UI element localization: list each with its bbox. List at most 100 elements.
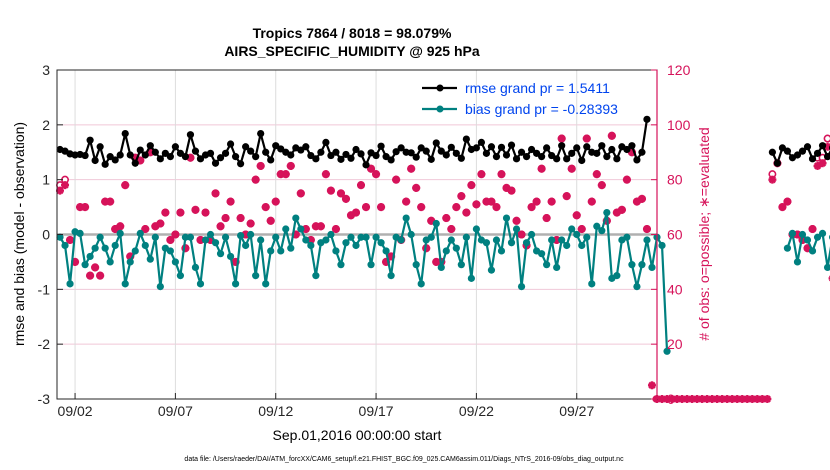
bias-point <box>452 244 460 252</box>
rmse-point <box>803 143 812 151</box>
rmse-point <box>578 156 586 165</box>
bias-point <box>387 272 395 280</box>
bias-point <box>136 229 144 238</box>
obs-evaluated-point <box>417 203 426 212</box>
bias-point <box>347 233 355 241</box>
obs-evaluated-point <box>121 181 130 190</box>
bias-point <box>297 225 305 233</box>
x-tick-label: 09/22 <box>459 403 494 419</box>
bias-point <box>121 280 129 288</box>
obs-evaluated-point <box>808 225 817 234</box>
bias-point <box>126 258 134 266</box>
obs-evaluated-point <box>301 225 310 234</box>
rmse-point <box>136 146 144 154</box>
rmse-point <box>377 142 385 150</box>
bias-point <box>437 263 445 271</box>
obs-evaluated-point <box>783 197 792 206</box>
rmse-point <box>226 140 235 148</box>
rmse-point <box>497 143 506 151</box>
obs-evaluated-point <box>362 203 371 212</box>
bias-point <box>813 233 822 241</box>
bias-point <box>221 233 230 241</box>
left-tick-label: -1 <box>38 281 51 297</box>
rmse-point <box>357 150 365 158</box>
rmse-point <box>432 139 440 147</box>
left-tick-label: -2 <box>38 336 51 352</box>
rmse-point <box>773 159 782 167</box>
bias-point <box>377 239 385 247</box>
obs-evaluated-point <box>186 153 195 162</box>
bias-point <box>447 236 455 244</box>
obs-evaluated-point <box>492 203 501 212</box>
legend-rmse-label: rmse grand pr = 1.5411 <box>465 80 610 96</box>
data-file-footer: data file: /Users/raeder/DAI/ATM_forcXX/… <box>184 456 624 463</box>
bias-point <box>548 236 556 244</box>
obs-evaluated-point <box>341 194 350 203</box>
bias-point <box>302 236 310 244</box>
rmse-line <box>59 119 649 166</box>
left-tick-label: 0 <box>42 227 50 243</box>
bias-point <box>146 255 154 263</box>
rmse-point <box>477 138 486 146</box>
obs-evaluated-point <box>116 222 125 231</box>
obs-evaluated-point <box>497 170 506 179</box>
rmse-point <box>457 154 465 162</box>
bias-point <box>252 272 260 280</box>
obs-evaluated-point <box>191 205 200 214</box>
rmse-point <box>166 153 174 161</box>
rmse-point <box>171 143 179 151</box>
rmse-point <box>257 130 265 138</box>
rmse-point <box>608 145 616 154</box>
bias-point <box>186 233 195 241</box>
rmse-point <box>808 155 817 163</box>
bias-point <box>206 230 215 239</box>
obs-evaluated-point <box>236 214 245 223</box>
rmse-point <box>247 147 255 155</box>
obs-evaluated-point <box>351 208 360 217</box>
rmse-point <box>302 143 310 151</box>
rmse-point <box>452 149 460 157</box>
rmse-point <box>628 142 636 150</box>
rmse-point <box>347 154 355 162</box>
rmse-point <box>267 156 275 164</box>
obs-evaluated-point <box>211 189 220 198</box>
bias-point <box>502 214 511 222</box>
rmse-point <box>191 147 200 155</box>
bias-point <box>81 261 89 269</box>
rmse-point <box>126 151 134 159</box>
bias-point <box>583 233 591 241</box>
bias-point <box>312 272 320 280</box>
rmse-point <box>237 160 245 168</box>
rmse-point <box>527 145 536 154</box>
bias-point <box>492 236 501 244</box>
obs-evaluated-point <box>141 225 150 234</box>
right-tick-label: 0 <box>667 391 675 407</box>
bias-point <box>166 247 174 255</box>
rmse-point <box>141 151 149 159</box>
rmse-point <box>447 143 455 151</box>
bias-point <box>282 225 290 233</box>
bias-point <box>598 227 606 235</box>
bias-point <box>427 233 435 241</box>
x-tick-label: 09/12 <box>258 403 293 419</box>
obs-evaluated-point <box>326 186 335 195</box>
bias-point <box>462 233 470 241</box>
rmse-point <box>568 149 576 157</box>
x-tick-label: 09/27 <box>559 403 594 419</box>
bias-point <box>497 247 506 255</box>
legend: rmse grand pr = 1.5411 bias grand pr = -… <box>422 80 618 117</box>
bias-point <box>216 250 225 258</box>
bias-point <box>267 247 275 255</box>
bias-point <box>603 208 611 217</box>
rmse-point <box>482 149 491 157</box>
rmse-point <box>783 147 792 155</box>
obs-evaluated-point <box>527 203 536 212</box>
bias-point <box>101 244 109 252</box>
bias-point <box>327 230 335 239</box>
obs-evaluated-point <box>567 164 576 173</box>
bias-point <box>226 252 235 261</box>
rmse-point <box>86 136 94 144</box>
rmse-point <box>818 142 827 150</box>
rmse-point <box>231 153 240 161</box>
bias-point <box>191 263 200 271</box>
